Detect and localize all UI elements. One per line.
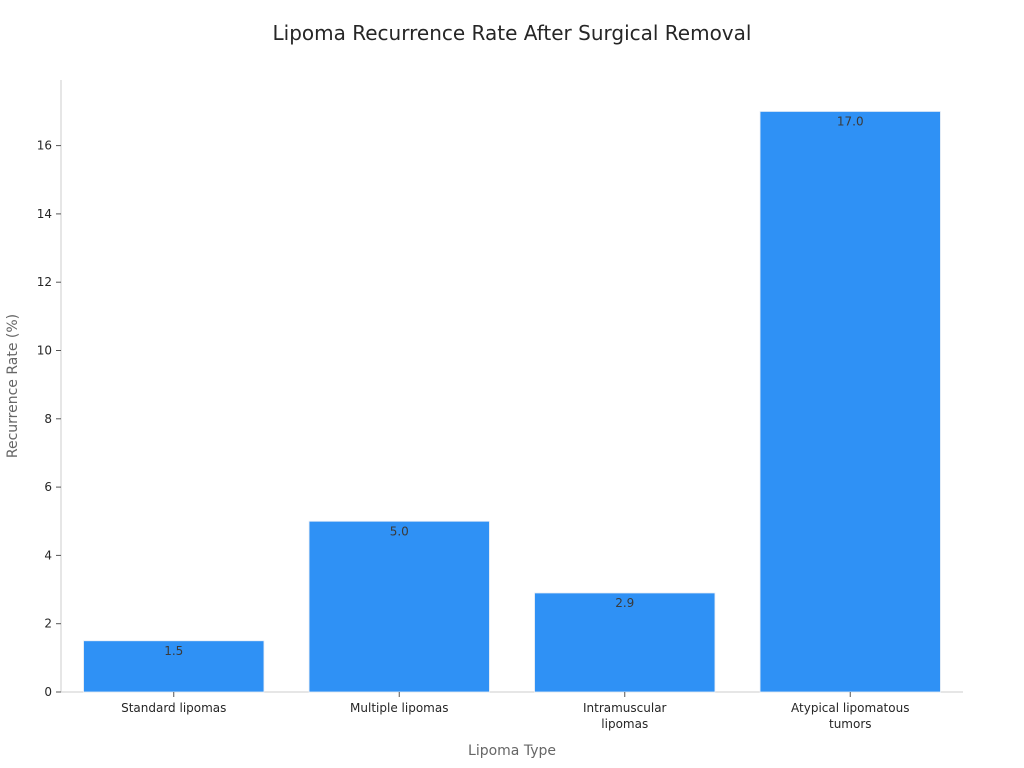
bar <box>83 640 265 693</box>
x-tick-label-line: Intramuscular <box>583 701 667 715</box>
x-tick-label: Atypical lipomatous tumors <box>791 701 909 731</box>
x-tick-label: Intramuscular lipomas <box>583 701 667 731</box>
x-tick-label-line: tumors <box>829 717 872 731</box>
bar <box>534 592 716 693</box>
y-axis-ticks: 0 2 4 6 8 10 12 14 16 <box>37 139 61 699</box>
y-tick-label: 10 <box>37 344 52 358</box>
chart-title: Lipoma Recurrence Rate After Surgical Re… <box>273 21 752 45</box>
y-tick-label: 0 <box>44 685 52 699</box>
x-axis-ticks: Standard lipomas Multiple lipomas Intramus… <box>121 692 909 731</box>
y-tick-label: 2 <box>44 617 52 631</box>
x-axis-label: Lipoma Type <box>468 743 556 759</box>
y-tick-label: 16 <box>37 139 52 153</box>
bar-value-label: 2.9 <box>615 596 634 610</box>
y-tick-label: 6 <box>44 480 52 494</box>
bar <box>759 111 941 693</box>
x-tick-label-line: Multiple lipomas <box>350 701 448 715</box>
bar-value-label: 5.0 <box>390 524 409 538</box>
x-tick-label: Standard lipomas <box>121 701 226 715</box>
y-tick-label: 4 <box>44 548 52 562</box>
bar <box>308 520 490 693</box>
y-tick-label: 8 <box>44 412 52 426</box>
bars-group: 1.5 5.0 2.9 17.0 <box>83 111 941 693</box>
y-tick-label: 14 <box>37 207 52 221</box>
y-tick-label: 12 <box>37 275 52 289</box>
x-tick-label-line: Standard lipomas <box>121 701 226 715</box>
x-tick-label-line: Atypical lipomatous <box>791 701 909 715</box>
x-tick-label: Multiple lipomas <box>350 701 448 715</box>
bar-value-label: 1.5 <box>164 644 183 658</box>
bar-value-label: 17.0 <box>837 114 864 128</box>
x-tick-label-line: lipomas <box>601 717 648 731</box>
y-axis-label: Recurrence Rate (%) <box>5 314 21 458</box>
